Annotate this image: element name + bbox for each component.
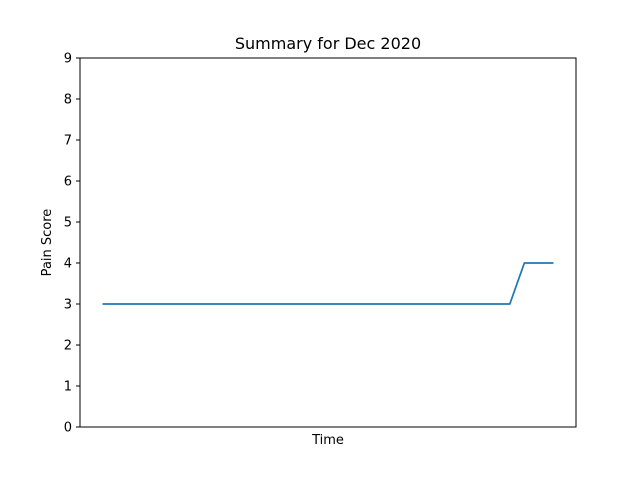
y-tick-label: 9 xyxy=(64,52,72,67)
plot-frame xyxy=(79,57,577,428)
y-tick-label: 0 xyxy=(64,421,72,436)
y-tick-label: 6 xyxy=(64,175,72,190)
y-tick-label: 7 xyxy=(64,134,72,149)
y-axis-ticks: 0 1 2 3 4 5 6 7 8 9 xyxy=(64,52,80,436)
y-tick-label: 5 xyxy=(64,216,72,231)
y-tick-label: 1 xyxy=(64,380,72,395)
y-axis-label: Pain Score xyxy=(40,209,55,277)
x-axis-label: Time xyxy=(311,433,344,448)
y-tick-label: 4 xyxy=(64,257,72,272)
y-tick-label: 2 xyxy=(64,339,72,354)
series-line-0 xyxy=(102,262,554,305)
y-tick-label: 8 xyxy=(64,93,72,108)
series-layer xyxy=(102,262,554,305)
y-tick-label: 3 xyxy=(64,298,72,313)
chart-title: Summary for Dec 2020 xyxy=(235,34,421,53)
